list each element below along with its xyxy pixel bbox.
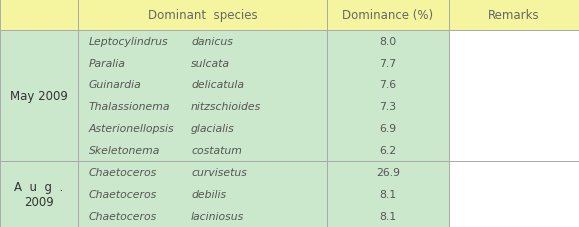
Text: A  u  g  .
2009: A u g . 2009 [14,180,64,208]
Bar [0,31,78,161]
Text: 8.1: 8.1 [379,211,397,221]
Text: nitzschioides: nitzschioides [191,102,261,112]
Text: Paralia: Paralia [89,58,126,68]
Text: Chaetoceros: Chaetoceros [89,167,157,177]
Text: Dominant  species: Dominant species [148,9,258,22]
Bar [0,161,78,227]
Text: Leptocylindrus: Leptocylindrus [89,37,168,47]
Text: Skeletonema: Skeletonema [89,145,160,155]
Text: 8.0: 8.0 [379,37,397,47]
Text: Asterionellopsis: Asterionellopsis [89,123,174,133]
Text: sulcata: sulcata [191,58,230,68]
Text: 7.6: 7.6 [379,80,397,90]
Bar [327,0,449,31]
Text: delicatula: delicatula [191,80,244,90]
Bar [0,0,78,31]
Bar [78,161,327,227]
Bar [327,161,449,227]
Text: glacialis: glacialis [191,123,235,133]
Text: Chaetoceros: Chaetoceros [89,211,157,221]
Text: Chaetoceros: Chaetoceros [89,189,157,199]
Text: curvisetus: curvisetus [191,167,247,177]
Text: laciniosus: laciniosus [191,211,244,221]
Text: Thalassionema: Thalassionema [89,102,170,112]
Bar [78,31,327,161]
Bar [327,31,449,161]
Text: costatum: costatum [191,145,242,155]
Bar [449,31,579,161]
Text: Guinardia: Guinardia [89,80,141,90]
Text: Dominance (%): Dominance (%) [342,9,434,22]
Text: 7.7: 7.7 [379,58,397,68]
Bar [78,0,327,31]
Text: May 2009: May 2009 [10,89,68,102]
Text: 26.9: 26.9 [376,167,400,177]
Text: debilis: debilis [191,189,226,199]
Text: 6.2: 6.2 [379,145,397,155]
Text: Remarks: Remarks [488,9,540,22]
Text: 6.9: 6.9 [379,123,397,133]
Bar [449,0,579,31]
Bar [449,161,579,227]
Text: danicus: danicus [191,37,233,47]
Text: 8.1: 8.1 [379,189,397,199]
Text: 7.3: 7.3 [379,102,397,112]
